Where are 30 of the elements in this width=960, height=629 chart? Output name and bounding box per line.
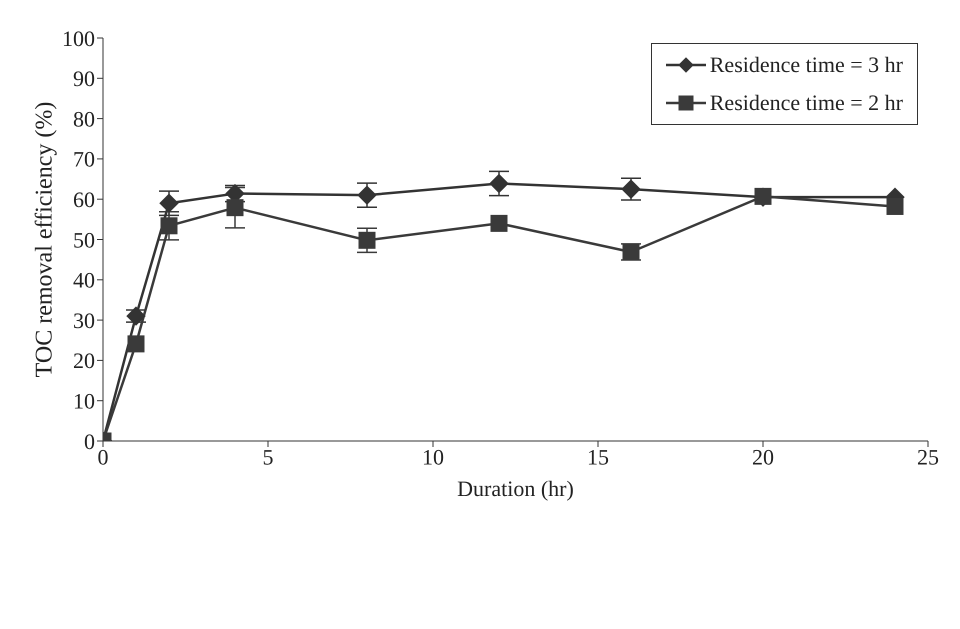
x-tick-label: 5 bbox=[262, 444, 274, 470]
x-tick-label: 25 bbox=[917, 444, 939, 470]
point bbox=[490, 214, 508, 232]
y-tick-label: 60 bbox=[73, 187, 95, 212]
y-tick-label: 40 bbox=[73, 268, 95, 293]
point bbox=[358, 186, 376, 205]
point bbox=[490, 174, 508, 193]
point bbox=[128, 335, 144, 352]
legend-label: Residence time = 2 hr bbox=[710, 89, 903, 117]
y-tick-label: 0 bbox=[84, 428, 95, 454]
y-tick-label: 80 bbox=[73, 106, 95, 132]
x-axis-title: Duration (hr) bbox=[457, 476, 574, 501]
y-tick-label: 50 bbox=[73, 227, 95, 252]
y-tick-label: 100 bbox=[62, 26, 95, 51]
legend-label: Residence time = 3 hr bbox=[710, 51, 903, 79]
y-tick-label: 70 bbox=[73, 146, 95, 172]
y-tick-label: 10 bbox=[73, 388, 95, 414]
y-tick-label: 30 bbox=[73, 308, 95, 333]
point bbox=[358, 232, 376, 249]
x-tick-label: 10 bbox=[422, 444, 444, 470]
y-axis-title: TOC removal efficiency (%) bbox=[32, 102, 58, 378]
x-tick-label: 20 bbox=[752, 444, 774, 470]
point bbox=[226, 199, 244, 216]
point bbox=[886, 198, 904, 215]
point bbox=[160, 217, 178, 234]
point bbox=[160, 194, 178, 213]
point bbox=[126, 306, 146, 326]
y-tick-label: 20 bbox=[73, 348, 95, 374]
y-tick-label: 90 bbox=[73, 66, 95, 92]
x-tick-label: 15 bbox=[587, 444, 609, 470]
